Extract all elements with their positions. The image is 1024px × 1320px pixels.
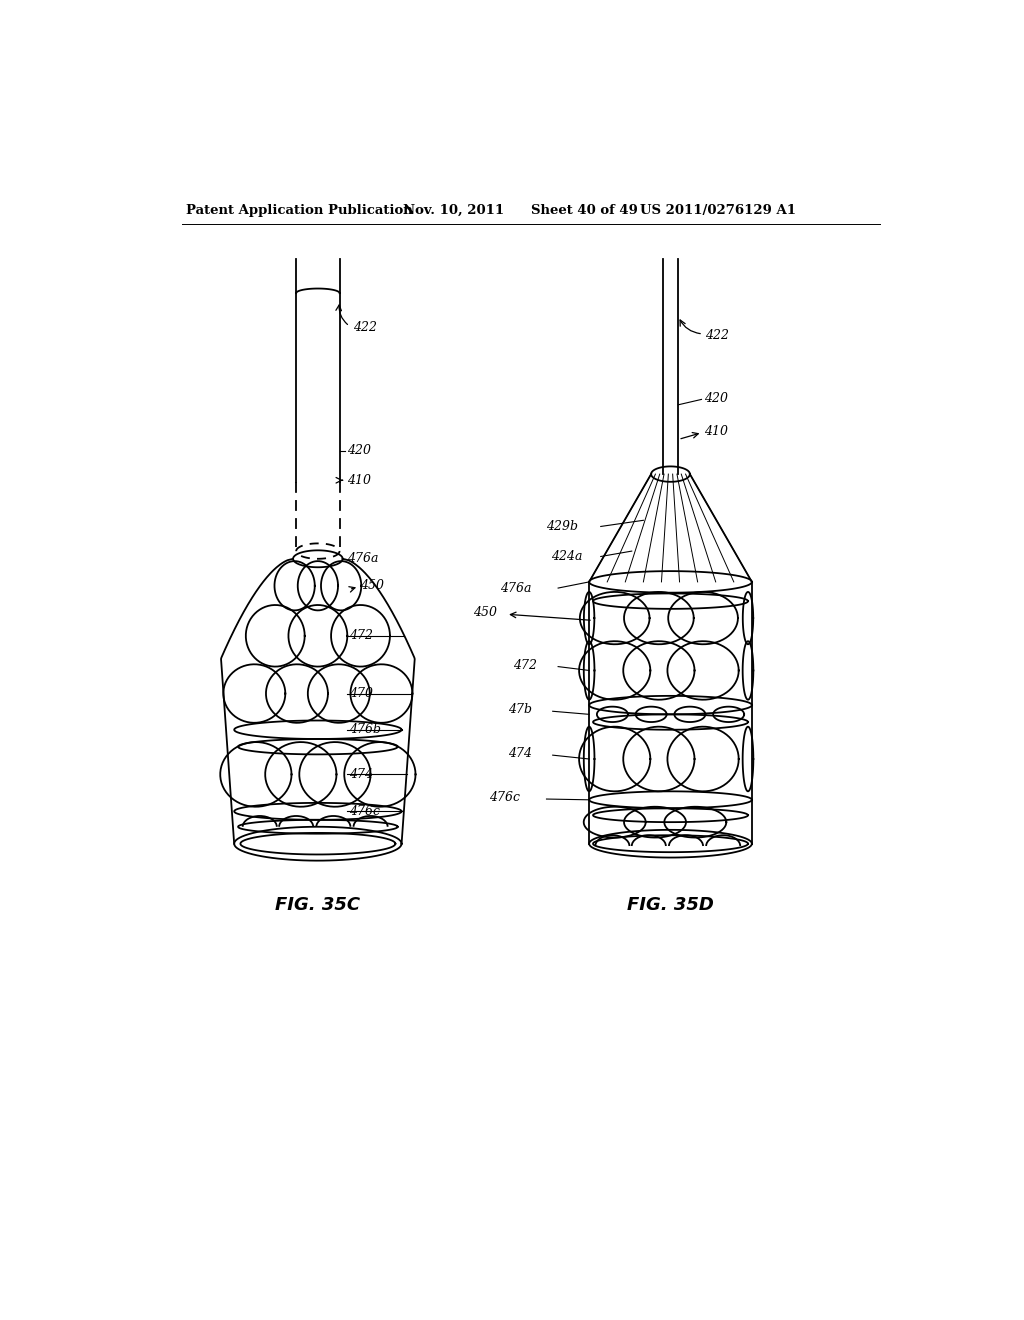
Text: 450: 450	[360, 579, 384, 593]
Text: 476c: 476c	[349, 805, 380, 818]
Text: 424a: 424a	[551, 550, 583, 564]
Text: 422: 422	[706, 329, 729, 342]
Text: 474: 474	[349, 768, 373, 781]
Text: 450: 450	[473, 606, 497, 619]
Text: 47b: 47b	[508, 704, 531, 717]
Text: 474: 474	[508, 747, 531, 760]
Text: FIG. 35C: FIG. 35C	[275, 896, 360, 915]
Text: US 2011/0276129 A1: US 2011/0276129 A1	[640, 205, 796, 218]
Text: 470: 470	[349, 686, 373, 700]
Text: Patent Application Publication: Patent Application Publication	[186, 205, 413, 218]
Text: 422: 422	[352, 321, 377, 334]
Text: 476c: 476c	[489, 791, 520, 804]
Text: 429b: 429b	[547, 520, 579, 533]
Text: FIG. 35D: FIG. 35D	[627, 896, 714, 915]
Text: 410: 410	[347, 474, 372, 487]
Text: 476a: 476a	[500, 582, 531, 594]
Text: 476a: 476a	[347, 552, 379, 565]
Text: 410: 410	[703, 425, 728, 438]
Text: 472: 472	[349, 630, 373, 643]
Text: Sheet 40 of 49: Sheet 40 of 49	[531, 205, 638, 218]
Text: Nov. 10, 2011: Nov. 10, 2011	[403, 205, 504, 218]
Text: 420: 420	[703, 392, 728, 405]
Text: 476b: 476b	[349, 723, 381, 737]
Text: 420: 420	[347, 445, 372, 458]
Text: 472: 472	[513, 659, 538, 672]
